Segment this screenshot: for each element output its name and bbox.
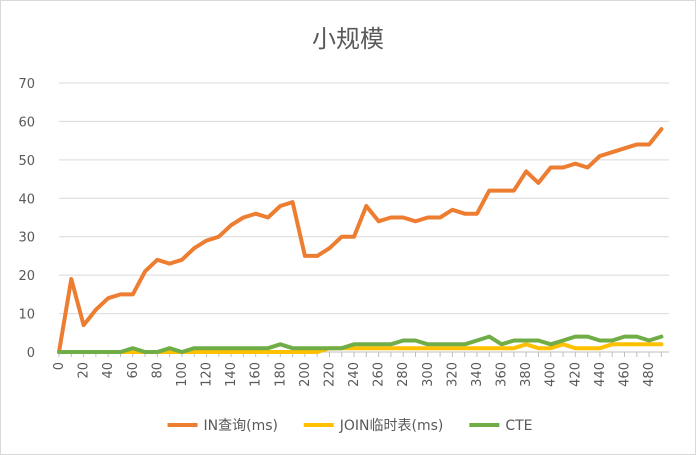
x-tick-label: 100 [175, 362, 190, 387]
series-line-0 [57, 127, 664, 354]
series-lines [57, 127, 664, 354]
x-tick-label: 160 [249, 362, 264, 387]
x-tick-label: 180 [273, 362, 288, 387]
x-tick-label: 340 [470, 362, 485, 387]
x-tick-label: 0 [52, 362, 67, 370]
legend-label: JOIN临时表(ms) [339, 418, 444, 434]
legend-item-2: CTE [469, 418, 533, 434]
legend-label: CTE [505, 418, 532, 434]
y-tick-label: 30 [18, 231, 35, 246]
x-tick-label: 200 [298, 362, 313, 387]
x-tick-label: 460 [617, 362, 632, 387]
y-tick-label: 50 [18, 154, 35, 169]
x-tick-label: 240 [347, 362, 362, 387]
x-tick-label: 440 [593, 362, 608, 387]
series-line-2 [57, 334, 664, 354]
y-tick-label: 20 [18, 269, 35, 284]
x-tick-label: 220 [322, 362, 337, 387]
x-tick-label: 480 [642, 362, 657, 387]
x-tick-label: 20 [77, 362, 92, 379]
legend-item-0: IN查询(ms) [167, 418, 278, 434]
gridlines [59, 82, 669, 315]
legend-label: IN查询(ms) [204, 418, 278, 434]
x-tick-label: 320 [445, 362, 460, 387]
y-tick-label: 40 [18, 192, 35, 207]
x-tick-label: 60 [126, 362, 141, 379]
x-tick-label: 380 [519, 362, 534, 387]
legend-item-1: JOIN临时表(ms) [303, 418, 444, 434]
x-tick-label: 40 [101, 362, 116, 379]
x-tick-label: 360 [495, 362, 510, 387]
y-tick-label: 10 [18, 308, 35, 323]
x-tick-label: 140 [224, 362, 239, 387]
x-tick-label: 300 [421, 362, 436, 387]
y-tick-label: 70 [18, 77, 35, 92]
x-tick-label: 260 [372, 362, 387, 387]
x-tick-label: 80 [150, 362, 165, 379]
x-tick-label: 400 [544, 362, 559, 387]
x-tick-label: 280 [396, 362, 411, 387]
y-tick-label: 60 [18, 115, 35, 130]
legend: IN查询(ms) JOIN临时表(ms) CTE [167, 418, 533, 434]
chart-title: 小规模 [312, 25, 384, 53]
x-tick-label: 420 [568, 362, 583, 387]
x-tick-label: 120 [200, 362, 215, 387]
axes: 0 10 20 30 40 50 60 70 0 20 40 60 80 100 120 140 160 180 2… [18, 77, 669, 387]
y-tick-label: 0 [27, 346, 35, 361]
